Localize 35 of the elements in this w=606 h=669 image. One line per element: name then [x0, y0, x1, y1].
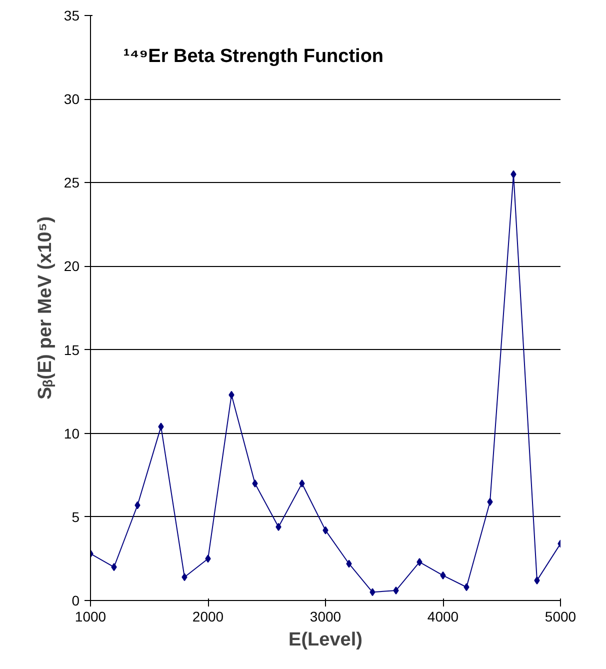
x-tick-label: 4000: [427, 608, 459, 624]
y-tick-label: 5: [72, 508, 80, 525]
point: [228, 390, 234, 399]
y-tick-label: 25: [64, 174, 80, 191]
y-tick-label: 0: [72, 592, 80, 608]
point: [346, 560, 352, 568]
point: [393, 586, 399, 594]
point: [487, 498, 493, 506]
y-axis-title: Sᵦ(E) per MeV (x10⁵): [34, 216, 56, 400]
point: [416, 558, 422, 566]
point: [205, 554, 211, 563]
x-tick-label: 5000: [544, 608, 576, 624]
y-tick-label: 10: [64, 425, 80, 442]
point: [299, 480, 305, 488]
x-tick-label: 2000: [192, 608, 224, 624]
point: [464, 583, 470, 592]
point: [134, 501, 140, 510]
point: [440, 571, 446, 580]
point: [276, 522, 282, 531]
x-axis-title: E(Level): [288, 630, 362, 650]
x-tick-label: 3000: [310, 608, 342, 624]
point: [534, 576, 540, 584]
point: [111, 563, 117, 572]
y-tick-label: 20: [64, 258, 80, 274]
y-tick-label: 30: [64, 91, 80, 108]
x-tick-label: 1000: [74, 608, 106, 624]
point: [322, 526, 328, 534]
text: ¹⁴⁹Er Beta Strength Function: [123, 46, 384, 67]
point: [182, 573, 188, 582]
point: [252, 480, 258, 488]
y-tick-label: 35: [64, 8, 80, 24]
y-tick-label: 15: [64, 342, 80, 358]
point: [158, 422, 164, 431]
point: [510, 170, 516, 178]
point: [370, 588, 376, 596]
